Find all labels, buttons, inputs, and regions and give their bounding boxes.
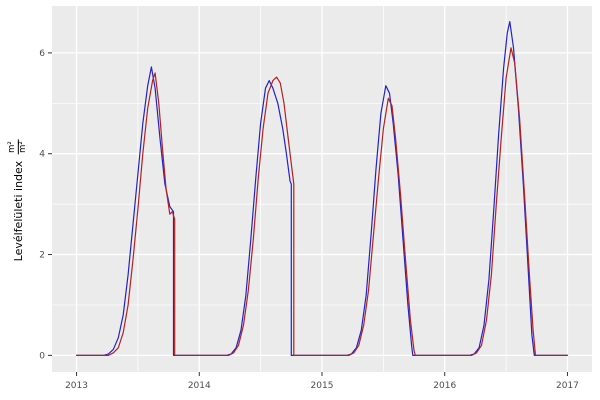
x-axis-tick-label: 2017 <box>556 381 579 391</box>
y-axis-tick-label: 0 <box>39 351 45 361</box>
y-axis-tick-label: 2 <box>39 251 45 261</box>
y-axis-tick-label: 4 <box>39 150 45 160</box>
x-axis-tick-label: 2013 <box>65 381 88 391</box>
x-axis-tick-label: 2014 <box>188 381 211 391</box>
x-axis-tick-label: 2016 <box>433 381 456 391</box>
series-line-blue <box>75 21 569 356</box>
series-line-red <box>75 47 569 356</box>
y-axis-tick-label: 6 <box>39 49 45 59</box>
x-axis-tick-label: 2015 <box>311 381 334 391</box>
